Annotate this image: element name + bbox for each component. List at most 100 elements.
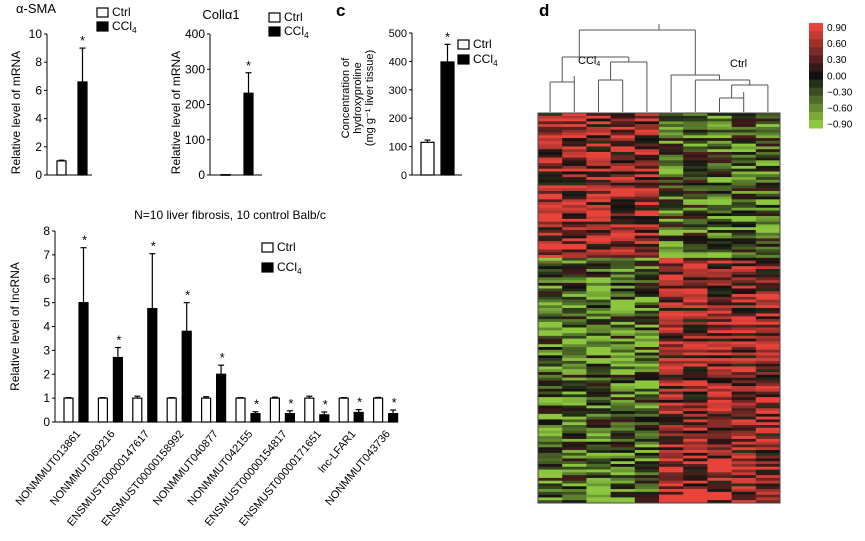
heatmap-cell <box>610 411 636 415</box>
heatmap-cell <box>538 497 563 501</box>
heatmap-cell <box>755 263 781 267</box>
heatmap-cell <box>731 235 757 239</box>
heatmap-cell <box>610 235 636 239</box>
heatmap-cell <box>755 227 781 231</box>
colorbar-tick-label: −0.90 <box>827 120 853 131</box>
heatmap-cell <box>659 126 684 131</box>
heatmap-cell <box>538 216 563 220</box>
heatmap-cell <box>634 294 660 298</box>
heatmap-cell <box>755 363 781 367</box>
heatmap-cell <box>538 182 563 186</box>
heatmap-cell <box>610 224 636 228</box>
heatmap-cell <box>586 324 611 328</box>
heatmap-cell <box>586 366 611 370</box>
heatmap-cell <box>538 305 563 309</box>
heatmap-cell <box>562 235 587 239</box>
heatmap-cell <box>538 204 563 209</box>
heatmap-cell <box>683 411 708 415</box>
heatmap-cell <box>586 202 611 206</box>
heatmap-cell <box>562 480 587 484</box>
bar-ctrl <box>220 174 231 176</box>
heatmap-cell <box>586 207 611 211</box>
heatmap-cell <box>659 182 684 186</box>
heatmap-cell <box>610 277 636 281</box>
heatmap-cell <box>707 154 732 158</box>
heatmap-cell <box>586 408 611 412</box>
heatmap-cell <box>731 221 757 225</box>
heatmap-cell <box>562 252 587 256</box>
heatmap-cell <box>562 260 587 264</box>
heatmap-cell <box>610 121 636 125</box>
heatmap-cell <box>755 199 781 203</box>
heatmap-cell <box>683 416 708 420</box>
heatmap-cell <box>586 377 611 381</box>
heatmap-cell <box>634 308 660 312</box>
heatmap-cell <box>707 441 732 445</box>
heatmap-cell <box>707 174 732 178</box>
heatmap-cell <box>683 419 708 423</box>
heatmap-cell <box>538 486 563 490</box>
heatmap-cell <box>755 436 781 440</box>
heatmap-cell <box>659 464 684 468</box>
heatmap-cell <box>659 171 684 175</box>
heatmap-cell <box>538 366 563 370</box>
heatmap-cell <box>659 338 684 342</box>
heatmap-cell <box>707 266 732 270</box>
y-tick-label: 100 <box>185 133 205 147</box>
heatmap-cell <box>634 497 660 501</box>
heatmap-cell <box>755 316 781 320</box>
heatmap-cell <box>659 257 684 261</box>
heatmap-cell <box>586 452 611 456</box>
heatmap-cell <box>707 255 732 259</box>
heatmap-cell <box>610 280 636 284</box>
heatmap-cell <box>538 299 563 303</box>
heatmap-cell <box>634 121 660 125</box>
heatmap-cell <box>731 163 757 167</box>
heatmap-cell <box>659 252 684 256</box>
heatmap-cell <box>683 152 708 156</box>
heatmap-cell <box>538 438 563 443</box>
heatmap-cell <box>610 193 636 197</box>
heatmap-cell <box>683 168 708 172</box>
heatmap-cell <box>634 427 660 431</box>
heatmap-cell <box>731 227 757 231</box>
heatmap-cell <box>755 466 781 470</box>
heatmap-cell <box>634 207 660 211</box>
heatmap-cell <box>610 202 636 206</box>
heatmap-cell <box>562 330 587 334</box>
heatmap-cell <box>586 422 611 426</box>
heatmap-cell <box>731 333 757 337</box>
heatmap-cell <box>562 271 587 275</box>
heatmap-cell <box>707 349 732 353</box>
heatmap-cell <box>610 374 636 378</box>
heatmap-cell <box>755 241 781 245</box>
significance-star: * <box>323 397 328 412</box>
heatmap-cell <box>634 461 660 465</box>
heatmap-cell <box>731 388 757 392</box>
heatmap-cell <box>562 436 587 440</box>
heatmap-cell <box>755 305 781 309</box>
heatmap-cell <box>634 154 660 158</box>
heatmap-cell <box>586 450 611 454</box>
heatmap-cell <box>731 438 757 443</box>
heatmap-cell <box>683 324 708 328</box>
heatmap-cell <box>731 327 757 331</box>
heatmap-cell <box>610 266 636 270</box>
bar-ccl4 <box>216 373 227 423</box>
colorbar-segment <box>809 31 823 40</box>
heatmap-cell <box>634 241 660 245</box>
heatmap-cell <box>562 450 587 454</box>
heatmap-cell <box>610 494 636 498</box>
heatmap-cell <box>707 238 732 242</box>
heatmap-cell <box>610 269 636 273</box>
heatmap-cell <box>562 355 587 359</box>
heatmap-cell <box>659 427 684 431</box>
heatmap-cell <box>634 143 660 147</box>
heatmap-cell <box>659 113 684 117</box>
heatmap-cell <box>659 163 684 167</box>
heatmap-cell <box>707 202 732 206</box>
heatmap-cell <box>707 249 732 253</box>
heatmap-cell <box>683 269 708 273</box>
heatmap-cell <box>634 138 660 142</box>
